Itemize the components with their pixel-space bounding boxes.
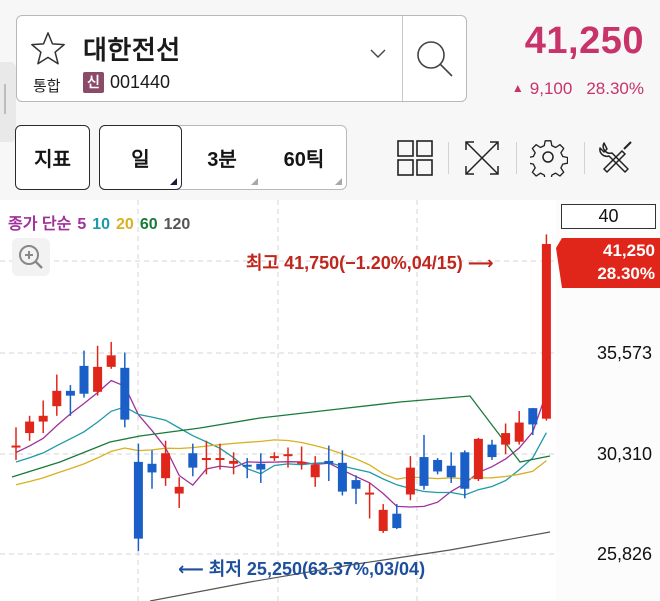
indicator-button[interactable]: 지표 — [15, 125, 90, 190]
stock-search-box[interactable]: 대한전선 통합 신 001440 — [16, 15, 467, 102]
period-label: 3분 — [207, 149, 237, 171]
stock-code: 001440 — [110, 72, 171, 92]
ma-legend-20: 20 — [116, 216, 134, 233]
divider — [584, 142, 585, 174]
zoom-in-icon — [19, 245, 43, 269]
divider — [448, 142, 449, 174]
zoom-in-button[interactable] — [12, 238, 50, 276]
divider — [402, 16, 403, 101]
current-tag-price: 41,250 — [603, 241, 655, 260]
ma-legend-60: 60 — [139, 216, 158, 233]
corner-triangle-icon — [251, 178, 258, 185]
period-selector: 일 3분 60틱 — [99, 125, 347, 190]
settings-gear-icon[interactable] — [530, 139, 568, 177]
layout-grid-icon[interactable] — [396, 139, 434, 177]
ma-legend[interactable]: 종가 단순 5 10 20 60 120 — [8, 210, 196, 234]
ma-legend-prefix: 종가 단순 — [8, 216, 72, 233]
drawer-grip — [4, 84, 6, 114]
star-outline-icon[interactable] — [29, 30, 67, 68]
period-label: 60틱 — [283, 149, 325, 171]
corner-triangle-icon — [170, 178, 177, 185]
ma-legend-120: 120 — [163, 216, 191, 233]
stock-name[interactable]: 대한전선 — [83, 35, 181, 65]
current-tag-percent: 28.30% — [597, 264, 655, 283]
ma-legend-10: 10 — [92, 216, 111, 233]
ma-legend-5: 5 — [77, 216, 87, 233]
y-axis-label: 25,826 — [596, 544, 652, 564]
side-drawer-handle[interactable] — [0, 62, 16, 142]
current-price: 41,250 — [524, 20, 644, 62]
candle-count-box[interactable]: 40 — [561, 204, 656, 229]
y-axis-label: 30,310 — [596, 444, 652, 464]
high-price-annotation: 최고 41,750(−1.20%,04/15) ⟶ — [246, 253, 494, 273]
corner-triangle-icon — [335, 178, 342, 185]
change-percent: 28.30% — [586, 79, 644, 98]
current-price-tag: 41,250 28.30% — [556, 238, 660, 288]
chevron-down-icon[interactable] — [369, 48, 387, 60]
search-icon[interactable] — [414, 38, 456, 80]
divider — [516, 142, 517, 174]
period-3min-button[interactable]: 3분 — [182, 126, 262, 189]
credit-badge: 신 — [83, 72, 104, 93]
period-60tick-button[interactable]: 60틱 — [262, 126, 346, 189]
y-axis-label: 35,573 — [596, 343, 652, 363]
tools-icon[interactable] — [598, 139, 636, 177]
period-daily-button[interactable]: 일 — [99, 125, 182, 190]
price-change: ▲ 9,100 28.30% — [512, 79, 644, 99]
period-label: 일 — [131, 149, 150, 171]
low-price-annotation: ⟵ 최저 25,250(63.37%,03/04) — [178, 559, 426, 579]
price-tag-shape — [556, 238, 660, 288]
fullscreen-expand-icon[interactable] — [463, 139, 501, 177]
change-amount: 9,100 — [529, 79, 573, 98]
market-label: 통합 — [33, 78, 61, 95]
up-triangle-icon: ▲ — [511, 81, 524, 95]
